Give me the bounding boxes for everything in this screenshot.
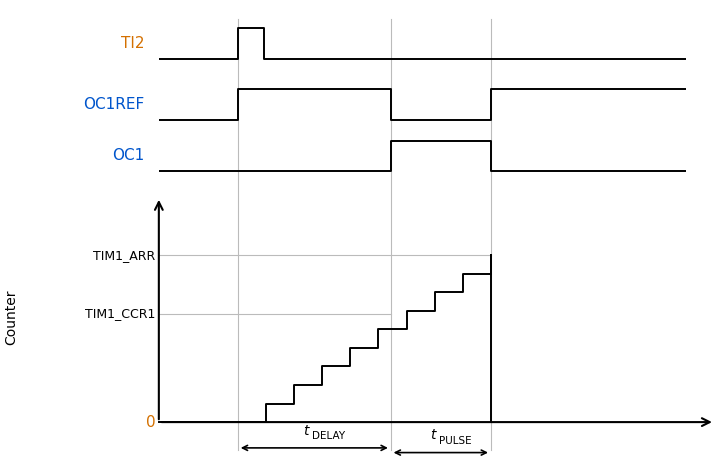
Text: PULSE: PULSE <box>439 436 471 446</box>
Text: OC1REF: OC1REF <box>83 97 144 112</box>
Text: DELAY: DELAY <box>312 431 345 441</box>
Text: $t$: $t$ <box>303 424 311 438</box>
Text: OC1: OC1 <box>112 149 144 163</box>
Text: TIM1_ARR: TIM1_ARR <box>93 249 155 262</box>
Text: Counter: Counter <box>4 290 18 346</box>
Text: TIM1_CCR1: TIM1_CCR1 <box>85 307 155 320</box>
Text: TI2: TI2 <box>121 36 144 51</box>
Text: $t$: $t$ <box>430 428 438 442</box>
Text: 0: 0 <box>146 415 155 430</box>
